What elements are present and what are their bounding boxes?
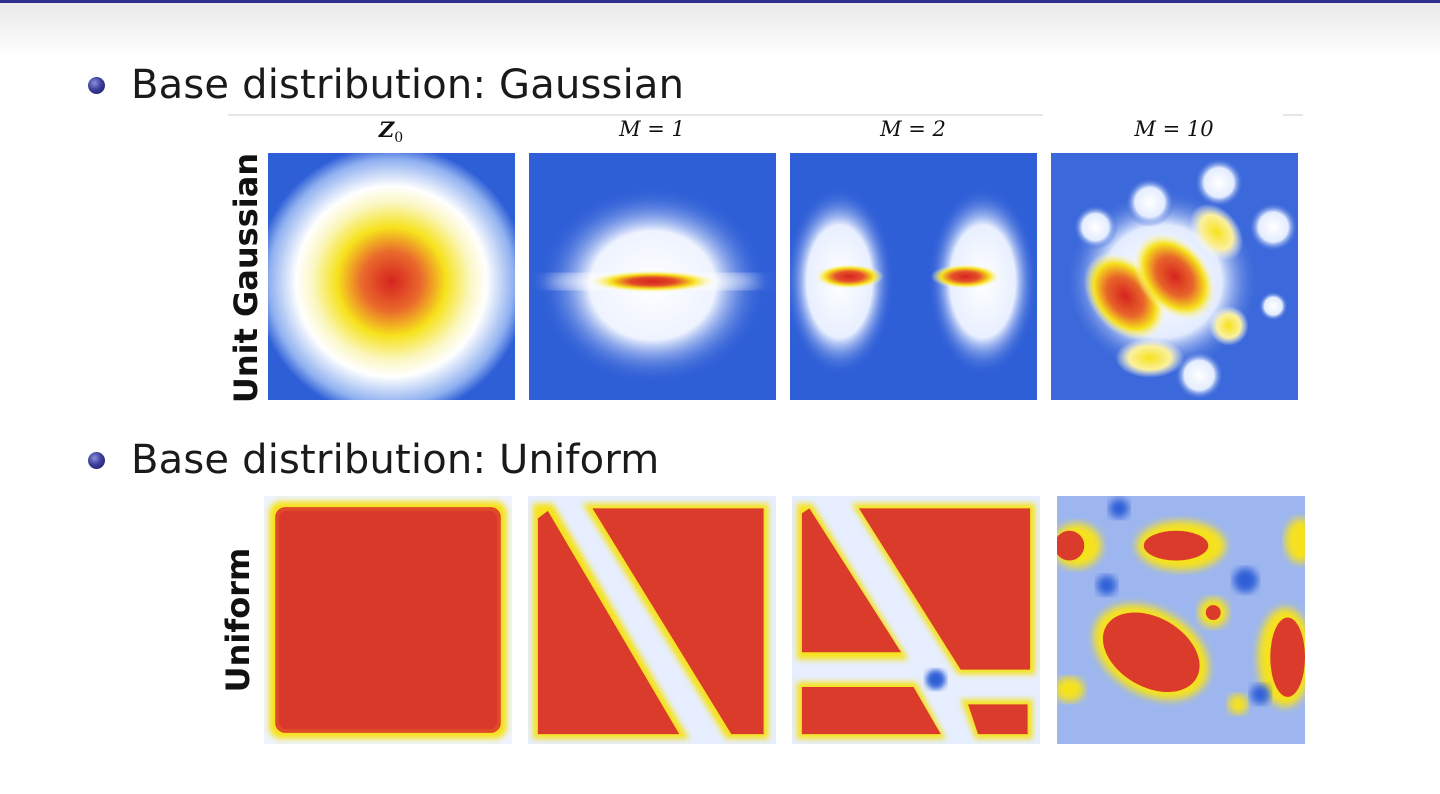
slide-header-band: [0, 3, 1440, 58]
bullet-dot-icon: [88, 451, 105, 469]
density-m2-gaussian: [790, 153, 1037, 400]
density-m10-uniform: [1057, 495, 1305, 745]
density-m1-uniform: [528, 495, 776, 745]
density-m1-gaussian: [529, 153, 776, 400]
density-z0-uniform: [264, 495, 512, 745]
column-title-m1: M = 1: [619, 117, 685, 141]
slide-top-bar: [0, 0, 1440, 3]
column-title-z0: Z0: [378, 117, 404, 147]
row-label-uniform: Uniform: [219, 547, 257, 693]
bullet-gaussian-text: Base distribution: Gaussian: [131, 62, 685, 108]
density-m10-gaussian: [1051, 153, 1298, 400]
density-z0-gaussian: [268, 153, 515, 400]
column-title-m10: M = 10: [1134, 117, 1214, 141]
figure-top-rule-end: [1283, 114, 1303, 116]
bullet-gaussian: Base distribution: Gaussian: [88, 62, 684, 108]
column-title-m2: M = 2: [880, 117, 946, 141]
bullet-uniform-text: Base distribution: Uniform: [131, 437, 660, 483]
figure-top-rule: [228, 114, 1043, 116]
density-m2-uniform: [792, 495, 1040, 745]
bullet-dot-icon: [88, 76, 105, 94]
bullet-uniform: Base distribution: Uniform: [88, 437, 659, 483]
row-label-unit-gaussian: Unit Gaussian: [227, 152, 265, 404]
